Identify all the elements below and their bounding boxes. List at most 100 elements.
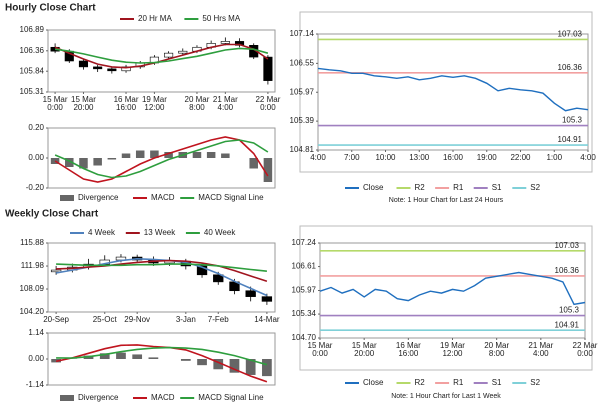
section-title: Hourly Close Chart <box>5 3 96 14</box>
section-title: Weekly Close Chart <box>5 209 99 220</box>
chart-frame <box>299 225 593 371</box>
chart-frame <box>299 11 593 173</box>
legend-label: 4 Week <box>88 228 116 237</box>
x-tick-label: 4:00 <box>310 153 326 162</box>
legend-label: Close <box>363 378 384 387</box>
x-tick-label: 15 Mar <box>71 95 96 104</box>
y-tick-label: 1.14 <box>28 328 44 337</box>
y-tick-label: 105.39 <box>290 116 315 125</box>
macd-line <box>54 139 269 179</box>
x-tick-label: 19 Mar <box>142 95 167 104</box>
x-tick-label: 16:00 <box>443 153 464 162</box>
divergence-bar <box>262 359 272 377</box>
y-tick-label: 107.14 <box>290 29 315 38</box>
x-tick-label: 29-Nov <box>124 315 150 324</box>
divergence-bar <box>213 359 224 370</box>
x-tick-label: 22 Mar <box>255 95 280 104</box>
level-label: 107.03 <box>555 241 580 250</box>
divergence-bar <box>192 152 202 158</box>
legend-label: 50 Hrs MA <box>202 14 240 23</box>
x-tick-label: 16 Mar <box>114 95 139 104</box>
plot-area <box>47 29 276 93</box>
divergence-bar <box>206 152 216 158</box>
plot-area <box>47 242 276 313</box>
divergence-bar <box>245 359 256 375</box>
x-tick-label: 8:00 <box>189 103 205 112</box>
y-tick-label: 107.24 <box>292 238 317 247</box>
divergence-bar <box>249 158 258 169</box>
legend-label: R1 <box>453 378 464 387</box>
level-label: 105.3 <box>559 306 580 315</box>
x-tick-label: 20:00 <box>354 349 375 358</box>
close-line <box>319 271 586 306</box>
y-tick-label: 106.36 <box>20 46 45 55</box>
y-tick-label: 104.20 <box>20 307 45 316</box>
legend-label: S2 <box>530 378 540 387</box>
divergence-bar <box>116 352 126 359</box>
y-tick-label: 104.81 <box>290 145 315 154</box>
legend-label: Divergence <box>78 193 119 202</box>
x-tick-label: 15 Mar <box>43 95 68 104</box>
x-tick-label: 3-Jan <box>176 315 196 324</box>
x-tick-label: 21 Mar <box>528 341 553 350</box>
x-tick-label: 22 Mar <box>573 341 598 350</box>
legend-label: Divergence <box>78 393 119 402</box>
legend-label: 13 Week <box>144 228 176 237</box>
x-tick-label: 4:00 <box>533 349 549 358</box>
x-tick-label: 20 Mar <box>185 95 210 104</box>
x-tick-label: 20-Sep <box>43 315 69 324</box>
y-tick-label: 105.97 <box>290 87 315 96</box>
y-tick-label: 115.88 <box>20 238 44 247</box>
x-tick-label: 19 Mar <box>440 341 465 350</box>
candle-body <box>263 56 273 81</box>
legend-label: R2 <box>415 378 426 387</box>
x-tick-label: 22:00 <box>510 153 531 162</box>
y-tick-label: 105.84 <box>20 66 45 75</box>
note: Note: 1 Hour Chart for Last 1 Week <box>391 393 501 400</box>
legend-label: MACD Signal Line <box>198 393 264 402</box>
macd-line <box>54 136 269 183</box>
x-tick-label: 0:00 <box>47 103 63 112</box>
legend-label: Close <box>363 183 384 192</box>
candle-body <box>93 66 103 70</box>
x-tick-label: 0:00 <box>577 349 593 358</box>
divergence-bar <box>99 353 110 359</box>
x-tick-label: 21 Mar <box>213 95 238 104</box>
x-tick-label: 16:00 <box>398 349 419 358</box>
legend-label: S2 <box>530 183 540 192</box>
y-tick-label: 105.97 <box>292 286 317 295</box>
y-tick-label: 105.34 <box>292 309 317 318</box>
divergence-bar <box>164 152 173 158</box>
x-tick-label: 4:00 <box>218 103 234 112</box>
x-tick-label: 25-Oct <box>93 315 118 324</box>
close-line <box>317 67 589 112</box>
legend-label: MACD <box>151 193 175 202</box>
candle-body <box>107 68 117 72</box>
level-label: 105.3 <box>562 116 583 125</box>
moving-average <box>56 259 268 283</box>
x-tick-label: 13:00 <box>409 153 430 162</box>
divergence-bar <box>180 359 191 361</box>
y-tick-label: 108.09 <box>20 284 45 293</box>
plot-area <box>47 332 276 386</box>
x-tick-label: 1:00 <box>546 153 562 162</box>
y-tick-label: -1.14 <box>26 380 45 389</box>
moving-average <box>54 47 269 64</box>
legend-swatch <box>60 195 74 201</box>
level-label: 106.36 <box>558 63 583 72</box>
level-label: 106.36 <box>555 266 580 275</box>
x-tick-label: 7-Feb <box>208 315 229 324</box>
x-tick-label: 4:00 <box>580 153 596 162</box>
legend-label: 20 Hr MA <box>138 14 172 23</box>
plot-area <box>317 33 589 151</box>
legend-label: S1 <box>492 183 502 192</box>
legend-label: R1 <box>453 183 464 192</box>
divergence-bar <box>263 158 273 182</box>
legend-label: R2 <box>415 183 426 192</box>
note: Note: 1 Hour Chart for Last 24 Hours <box>389 197 504 204</box>
legend-label: MACD Signal Line <box>198 193 264 202</box>
divergence-bar <box>197 359 207 366</box>
plot-area <box>319 242 586 339</box>
legend-label: S1 <box>492 378 502 387</box>
